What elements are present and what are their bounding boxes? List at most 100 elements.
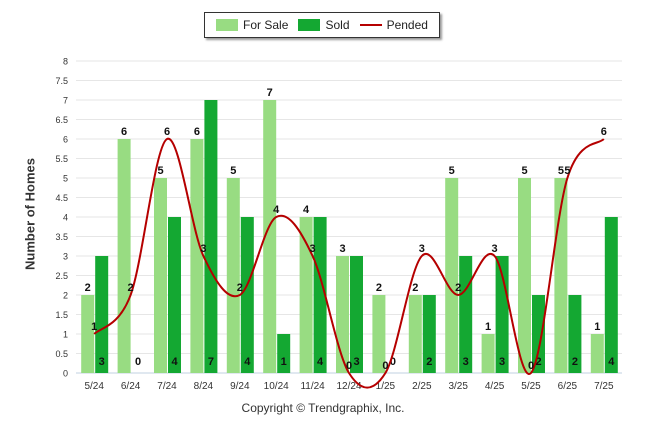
y-tick-label: 2 [63, 291, 68, 301]
y-tick-label: 1 [63, 330, 68, 340]
y-tick-label: 3.5 [55, 232, 68, 242]
copyright-credit: Copyright © Trendgraphix, Inc. [241, 401, 405, 415]
y-tick-label: 6 [63, 135, 68, 145]
legend-item-sold[interactable]: Sold [298, 18, 350, 32]
bar-sold [313, 217, 327, 373]
bar-sold [204, 100, 218, 373]
data-label-for-sale: 6 [121, 126, 127, 138]
data-label-for-sale: 2 [85, 282, 91, 294]
data-label-pended: 0 [346, 360, 352, 372]
bar-sold [568, 295, 582, 373]
data-label-pended: 4 [273, 204, 280, 216]
bar-for-sale [263, 100, 277, 373]
y-tick-label: 0 [63, 369, 68, 379]
y-tick-label: 1.5 [55, 310, 68, 320]
x-tick-label: 2/25 [412, 381, 432, 392]
data-label-sold: 4 [608, 356, 615, 368]
data-label-for-sale: 5 [157, 165, 163, 177]
chart-legend: For Sale Sold Pended [204, 12, 440, 38]
bar-for-sale [81, 295, 95, 373]
x-tick-label: 4/25 [485, 381, 505, 392]
data-label-pended: 5 [564, 165, 570, 177]
data-label-pended: 1 [91, 321, 97, 333]
x-tick-label: 6/25 [558, 381, 578, 392]
bar-sold [95, 256, 109, 373]
bar-sold [168, 217, 181, 373]
data-label-for-sale: 2 [412, 282, 418, 294]
data-label-sold: 2 [535, 356, 541, 368]
x-tick-label: 7/24 [157, 381, 177, 392]
data-label-for-sale: 1 [485, 321, 491, 333]
legend-item-pended[interactable]: Pended [359, 18, 428, 32]
bar-for-sale [190, 139, 204, 373]
data-label-pended: 3 [200, 243, 206, 255]
x-tick-label: 8/24 [194, 381, 214, 392]
bar-for-sale [372, 295, 386, 373]
data-label-sold: 1 [281, 356, 287, 368]
x-tick-label: 5/25 [521, 381, 541, 392]
data-label-pended: 3 [492, 243, 498, 255]
data-label-for-sale: 5 [521, 165, 527, 177]
data-label-pended: 0 [528, 360, 534, 372]
y-tick-label: 7.5 [55, 76, 68, 86]
bar-for-sale [226, 178, 240, 373]
bar-for-sale [117, 139, 131, 373]
y-tick-label: 0.5 [55, 349, 68, 359]
y-tick-label: 4.5 [55, 193, 68, 203]
data-label-pended: 0 [382, 360, 388, 372]
bar-sold [350, 256, 363, 373]
bar-for-sale [518, 178, 531, 373]
bar-for-sale [445, 178, 459, 373]
y-tick-label: 5.5 [55, 154, 68, 164]
sold-swatch [298, 19, 321, 31]
y-tick-label: 3 [63, 252, 68, 262]
bar-for-sale [299, 217, 313, 373]
pended-swatch [359, 24, 382, 26]
data-label-sold: 3 [463, 356, 469, 368]
bar-sold [240, 217, 254, 373]
data-label-pended: 2 [128, 282, 134, 294]
data-label-sold: 4 [244, 356, 251, 368]
x-tick-label: 9/24 [230, 381, 250, 392]
bar-for-sale [336, 256, 349, 373]
bar-sold [532, 295, 545, 373]
x-tick-label: 6/24 [121, 381, 141, 392]
data-label-sold: 2 [572, 356, 578, 368]
data-label-sold: 3 [499, 356, 505, 368]
data-label-sold: 7 [208, 356, 214, 368]
bar-sold [422, 295, 436, 373]
bar-sold [604, 217, 618, 373]
for-sale-swatch [216, 19, 239, 31]
bar-for-sale [408, 295, 422, 373]
x-tick-label: 12/24 [336, 381, 361, 392]
y-tick-label: 5 [63, 174, 68, 184]
bar-for-sale [590, 334, 604, 373]
data-label-sold: 4 [317, 356, 324, 368]
data-label-sold: 0 [390, 356, 396, 368]
data-label-pended: 6 [164, 126, 170, 138]
data-label-pended: 3 [310, 243, 316, 255]
y-tick-label: 4 [63, 213, 68, 223]
data-label-for-sale: 3 [339, 243, 345, 255]
y-tick-label: 2.5 [55, 271, 68, 281]
x-tick-label: 7/25 [594, 381, 614, 392]
line-pended [93, 137, 605, 389]
data-label-for-sale: 7 [267, 87, 273, 99]
data-label-for-sale: 5 [449, 165, 455, 177]
y-tick-label: 7 [63, 96, 68, 106]
legend-item-for-sale[interactable]: For Sale [216, 18, 288, 32]
y-tick-label: 6.5 [55, 115, 68, 125]
data-label-for-sale: 5 [230, 165, 236, 177]
data-label-pended: 2 [237, 282, 243, 294]
data-label-pended: 3 [419, 243, 425, 255]
data-label-for-sale: 1 [594, 321, 600, 333]
data-label-for-sale: 5 [558, 165, 564, 177]
data-label-sold: 0 [135, 356, 141, 368]
data-label-for-sale: 2 [376, 282, 382, 294]
x-tick-label: 3/25 [448, 381, 468, 392]
x-tick-label: 1/25 [376, 381, 396, 392]
x-tick-label: 5/24 [84, 381, 104, 392]
data-label-pended: 2 [455, 282, 461, 294]
data-label-sold: 4 [171, 356, 178, 368]
